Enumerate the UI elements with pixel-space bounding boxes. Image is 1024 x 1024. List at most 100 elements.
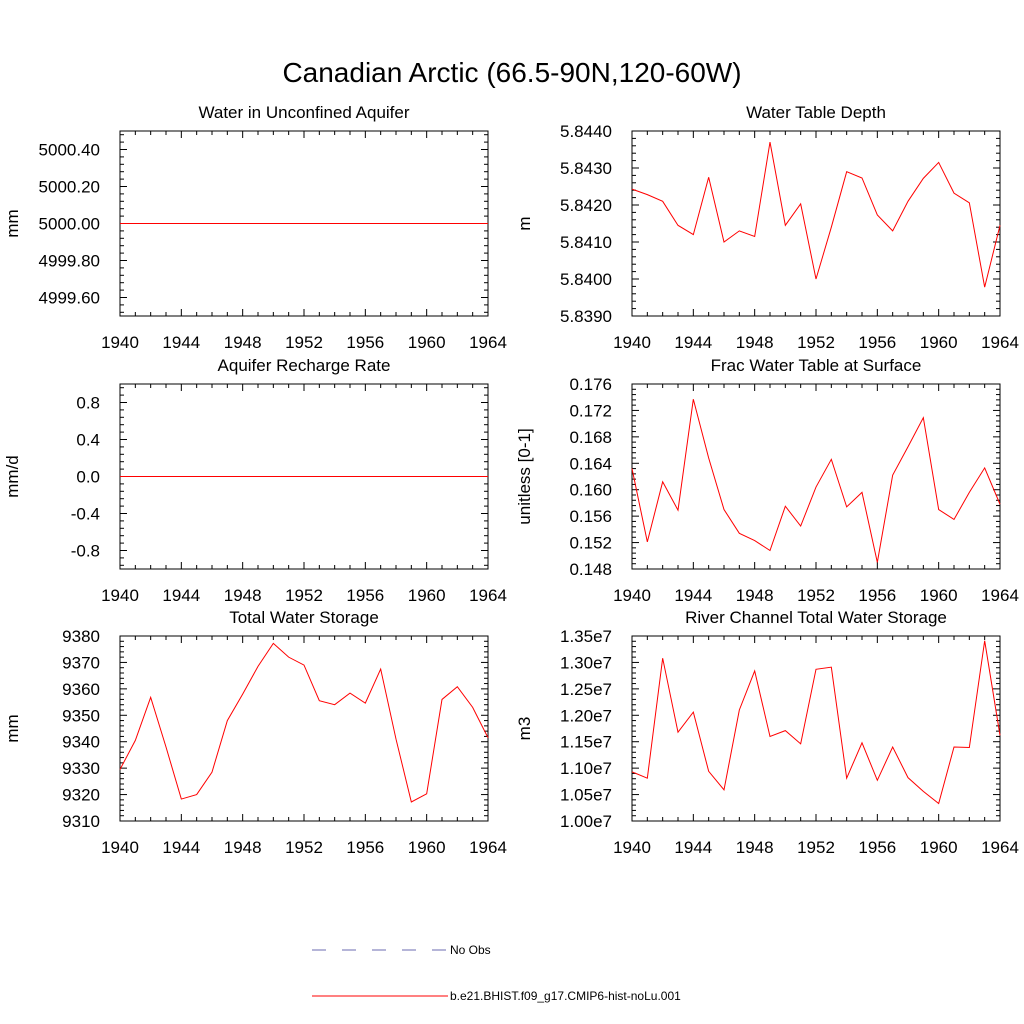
y-tick-label: -0.8 [71, 542, 100, 561]
x-tick-label: 1964 [469, 586, 507, 605]
x-tick-label: 1960 [408, 838, 446, 857]
y-tick-label: -0.4 [71, 505, 100, 524]
y-axis-label: mm [3, 714, 22, 742]
x-tick-label: 1956 [858, 838, 896, 857]
x-tick-label: 1960 [920, 838, 958, 857]
panel-title: River Channel Total Water Storage [685, 608, 947, 627]
x-tick-label: 1948 [224, 838, 262, 857]
y-tick-label: 1.15e7 [560, 733, 612, 752]
panel-title: Total Water Storage [229, 608, 379, 627]
y-tick-label: 1.20e7 [560, 706, 612, 725]
x-tick-label: 1944 [674, 586, 712, 605]
plot-frame [631, 130, 1001, 317]
y-tick-label: 0.176 [569, 375, 612, 394]
x-tick-label: 1952 [797, 838, 835, 857]
legend-model-label: b.e21.BHIST.f09_g17.CMIP6-hist-noLu.001 [450, 989, 681, 1003]
y-tick-label: 9320 [62, 786, 100, 805]
x-tick-label: 1960 [408, 586, 446, 605]
y-tick-label: 9360 [62, 680, 100, 699]
y-tick-label: 9380 [62, 627, 100, 646]
y-tick-label: 0.160 [569, 481, 612, 500]
y-tick-label: 1.30e7 [560, 653, 612, 672]
legend-obs-label: No Obs [450, 943, 491, 957]
x-tick-label: 1964 [981, 333, 1019, 352]
series-line [631, 399, 1001, 563]
y-tick-label: 1.00e7 [560, 812, 612, 831]
x-tick-label: 1956 [346, 333, 384, 352]
series-line [631, 640, 1001, 805]
y-tick-label: 0.152 [569, 534, 612, 553]
x-tick-label: 1964 [981, 586, 1019, 605]
x-tick-label: 1940 [613, 333, 651, 352]
y-tick-label: 1.25e7 [560, 680, 612, 699]
x-tick-label: 1944 [674, 333, 712, 352]
chart-panels: Water in Unconfined Aquifer mm 1940 1944 194… [3, 103, 1019, 857]
panel-title: Frac Water Table at Surface [711, 356, 922, 375]
x-tick-label: 1956 [858, 586, 896, 605]
x-tick-label: 1944 [162, 586, 200, 605]
chart-panel-2: Water Table Depth m 1940 1944 1948 1952 1956 19… [515, 103, 1019, 352]
y-tick-label: 5000.00 [39, 215, 100, 234]
x-tick-label: 1948 [224, 586, 262, 605]
y-tick-label: 9350 [62, 706, 100, 725]
y-tick-label: 4999.60 [39, 289, 100, 308]
plot-frame [631, 635, 1001, 822]
y-axis-label: mm [3, 209, 22, 237]
y-tick-label: 5000.20 [39, 178, 100, 197]
x-tick-label: 1952 [285, 586, 323, 605]
y-tick-label: 5.8410 [560, 233, 612, 252]
y-tick-label: 0.168 [569, 428, 612, 447]
y-tick-label: 4999.80 [39, 252, 100, 271]
chart-panel-1: Water in Unconfined Aquifer mm 1940 1944 194… [3, 103, 507, 352]
x-tick-label: 1952 [797, 586, 835, 605]
x-tick-label: 1940 [101, 838, 139, 857]
chart-panel-3: Aquifer Recharge Rate mm/d 1940 1944 1948 195… [3, 356, 507, 605]
y-tick-label: 0.148 [569, 560, 612, 579]
x-tick-label: 1940 [613, 838, 651, 857]
x-tick-label: 1948 [224, 333, 262, 352]
y-tick-label: 9310 [62, 812, 100, 831]
x-tick-label: 1956 [858, 333, 896, 352]
y-tick-label: 1.35e7 [560, 627, 612, 646]
x-tick-label: 1964 [469, 838, 507, 857]
y-tick-label: 1.05e7 [560, 786, 612, 805]
y-tick-label: 5.8440 [560, 122, 612, 141]
y-tick-label: 0.0 [76, 468, 100, 487]
y-axis-label: unitless [0-1] [515, 428, 534, 524]
x-tick-label: 1964 [469, 333, 507, 352]
x-tick-label: 1944 [674, 838, 712, 857]
x-tick-label: 1960 [920, 333, 958, 352]
page-title: Canadian Arctic (66.5-90N,120-60W) [282, 57, 741, 88]
panel-title: Water in Unconfined Aquifer [198, 103, 409, 122]
x-tick-label: 1940 [101, 586, 139, 605]
y-tick-label: 5.8390 [560, 307, 612, 326]
x-tick-label: 1960 [920, 586, 958, 605]
x-tick-label: 1944 [162, 333, 200, 352]
panel-title: Aquifer Recharge Rate [218, 356, 391, 375]
y-tick-label: 0.8 [76, 394, 100, 413]
x-tick-label: 1948 [736, 586, 774, 605]
y-axis-label: mm/d [3, 455, 22, 498]
x-tick-label: 1952 [285, 333, 323, 352]
x-tick-label: 1952 [797, 333, 835, 352]
series-line [119, 642, 489, 803]
y-tick-label: 0.164 [569, 454, 612, 473]
y-tick-label: 5000.40 [39, 141, 100, 160]
y-tick-label: 0.172 [569, 401, 612, 420]
y-axis-label: m [515, 216, 534, 230]
y-tick-label: 9370 [62, 653, 100, 672]
y-tick-label: 9330 [62, 759, 100, 778]
x-tick-label: 1948 [736, 333, 774, 352]
x-tick-label: 1948 [736, 838, 774, 857]
y-tick-label: 5.8420 [560, 196, 612, 215]
chart-panel-5: Total Water Storage mm 1940 1944 1948 1952 195… [3, 608, 507, 857]
y-tick-label: 5.8430 [560, 159, 612, 178]
y-tick-label: 0.156 [569, 507, 612, 526]
x-tick-label: 1956 [346, 586, 384, 605]
plot-frame [119, 635, 489, 822]
y-axis-label: m3 [515, 717, 534, 741]
legend: No Obs b.e21.BHIST.f09_g17.CMIP6-hist-no… [312, 943, 681, 1003]
chart-panel-4: Frac Water Table at Surface unitless [0-1… [515, 356, 1019, 605]
x-tick-label: 1940 [613, 586, 651, 605]
